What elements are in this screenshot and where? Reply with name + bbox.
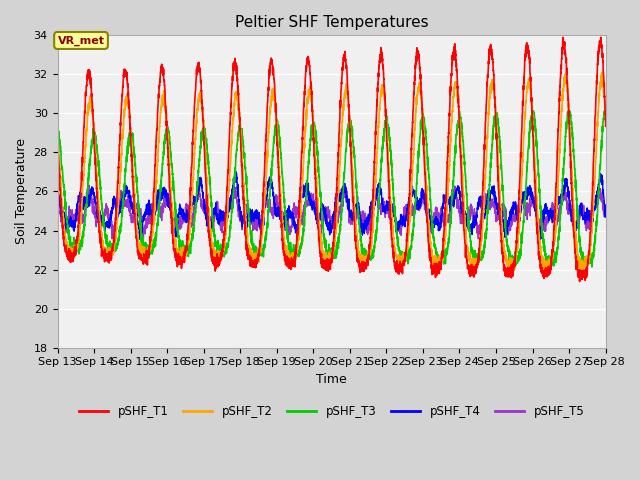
pSHF_T2 (171, 240, 179, 246)
Line: pSHF_T5: pSHF_T5 (58, 181, 605, 239)
pSHF_T4 (232, 168, 239, 174)
pSHF_T4 (207, 226, 214, 231)
Legend: pSHF_T1, pSHF_T2, pSHF_T3, pSHF_T4, pSHF_T5: pSHF_T1, pSHF_T2, pSHF_T3, pSHF_T4, pSHF… (74, 400, 589, 423)
pSHF_T4 (602, 214, 609, 220)
pSHF_T3 (588, 264, 596, 270)
pSHF_T2 (207, 234, 214, 240)
pSHF_T2 (579, 269, 586, 275)
Y-axis label: Soil Temperature: Soil Temperature (15, 138, 28, 244)
pSHF_T5 (172, 219, 179, 225)
X-axis label: Time: Time (316, 373, 347, 386)
pSHF_T2 (385, 171, 393, 177)
pSHF_T1 (550, 232, 557, 238)
pSHF_T2 (602, 113, 609, 119)
Line: pSHF_T4: pSHF_T4 (58, 171, 605, 240)
pSHF_T2 (550, 247, 557, 253)
pSHF_T2 (395, 257, 403, 263)
pSHF_T3 (395, 246, 403, 252)
Line: pSHF_T2: pSHF_T2 (58, 72, 605, 272)
pSHF_T5 (474, 236, 482, 242)
Title: Peltier SHF Temperatures: Peltier SHF Temperatures (235, 15, 428, 30)
pSHF_T5 (207, 218, 214, 224)
pSHF_T4 (385, 199, 393, 205)
pSHF_T5 (602, 210, 609, 216)
pSHF_T3 (550, 263, 557, 268)
pSHF_T3 (601, 105, 609, 110)
pSHF_T1 (171, 249, 179, 254)
pSHF_T3 (602, 108, 609, 114)
pSHF_T3 (602, 106, 609, 112)
pSHF_T1 (395, 263, 403, 268)
pSHF_T1 (602, 123, 609, 129)
pSHF_T5 (602, 212, 609, 218)
pSHF_T2 (602, 111, 609, 117)
pSHF_T4 (602, 209, 609, 215)
pSHF_T2 (54, 123, 61, 129)
pSHF_T5 (385, 213, 393, 218)
pSHF_T1 (602, 114, 609, 120)
pSHF_T4 (536, 238, 543, 243)
pSHF_T4 (54, 189, 61, 195)
Text: VR_met: VR_met (58, 36, 104, 46)
pSHF_T1 (207, 244, 214, 250)
pSHF_T5 (84, 179, 92, 184)
Line: pSHF_T1: pSHF_T1 (58, 37, 605, 281)
pSHF_T1 (54, 132, 61, 137)
pSHF_T1 (385, 184, 393, 190)
pSHF_T3 (54, 132, 61, 138)
pSHF_T4 (395, 226, 403, 231)
pSHF_T5 (550, 210, 557, 216)
pSHF_T4 (171, 234, 179, 240)
pSHF_T3 (385, 125, 393, 131)
Line: pSHF_T3: pSHF_T3 (58, 108, 605, 267)
pSHF_T3 (207, 195, 214, 201)
pSHF_T2 (598, 70, 605, 75)
pSHF_T4 (550, 218, 557, 224)
pSHF_T3 (171, 201, 179, 206)
pSHF_T5 (395, 220, 403, 226)
pSHF_T5 (54, 193, 61, 199)
pSHF_T1 (576, 278, 584, 284)
pSHF_T1 (597, 35, 605, 40)
